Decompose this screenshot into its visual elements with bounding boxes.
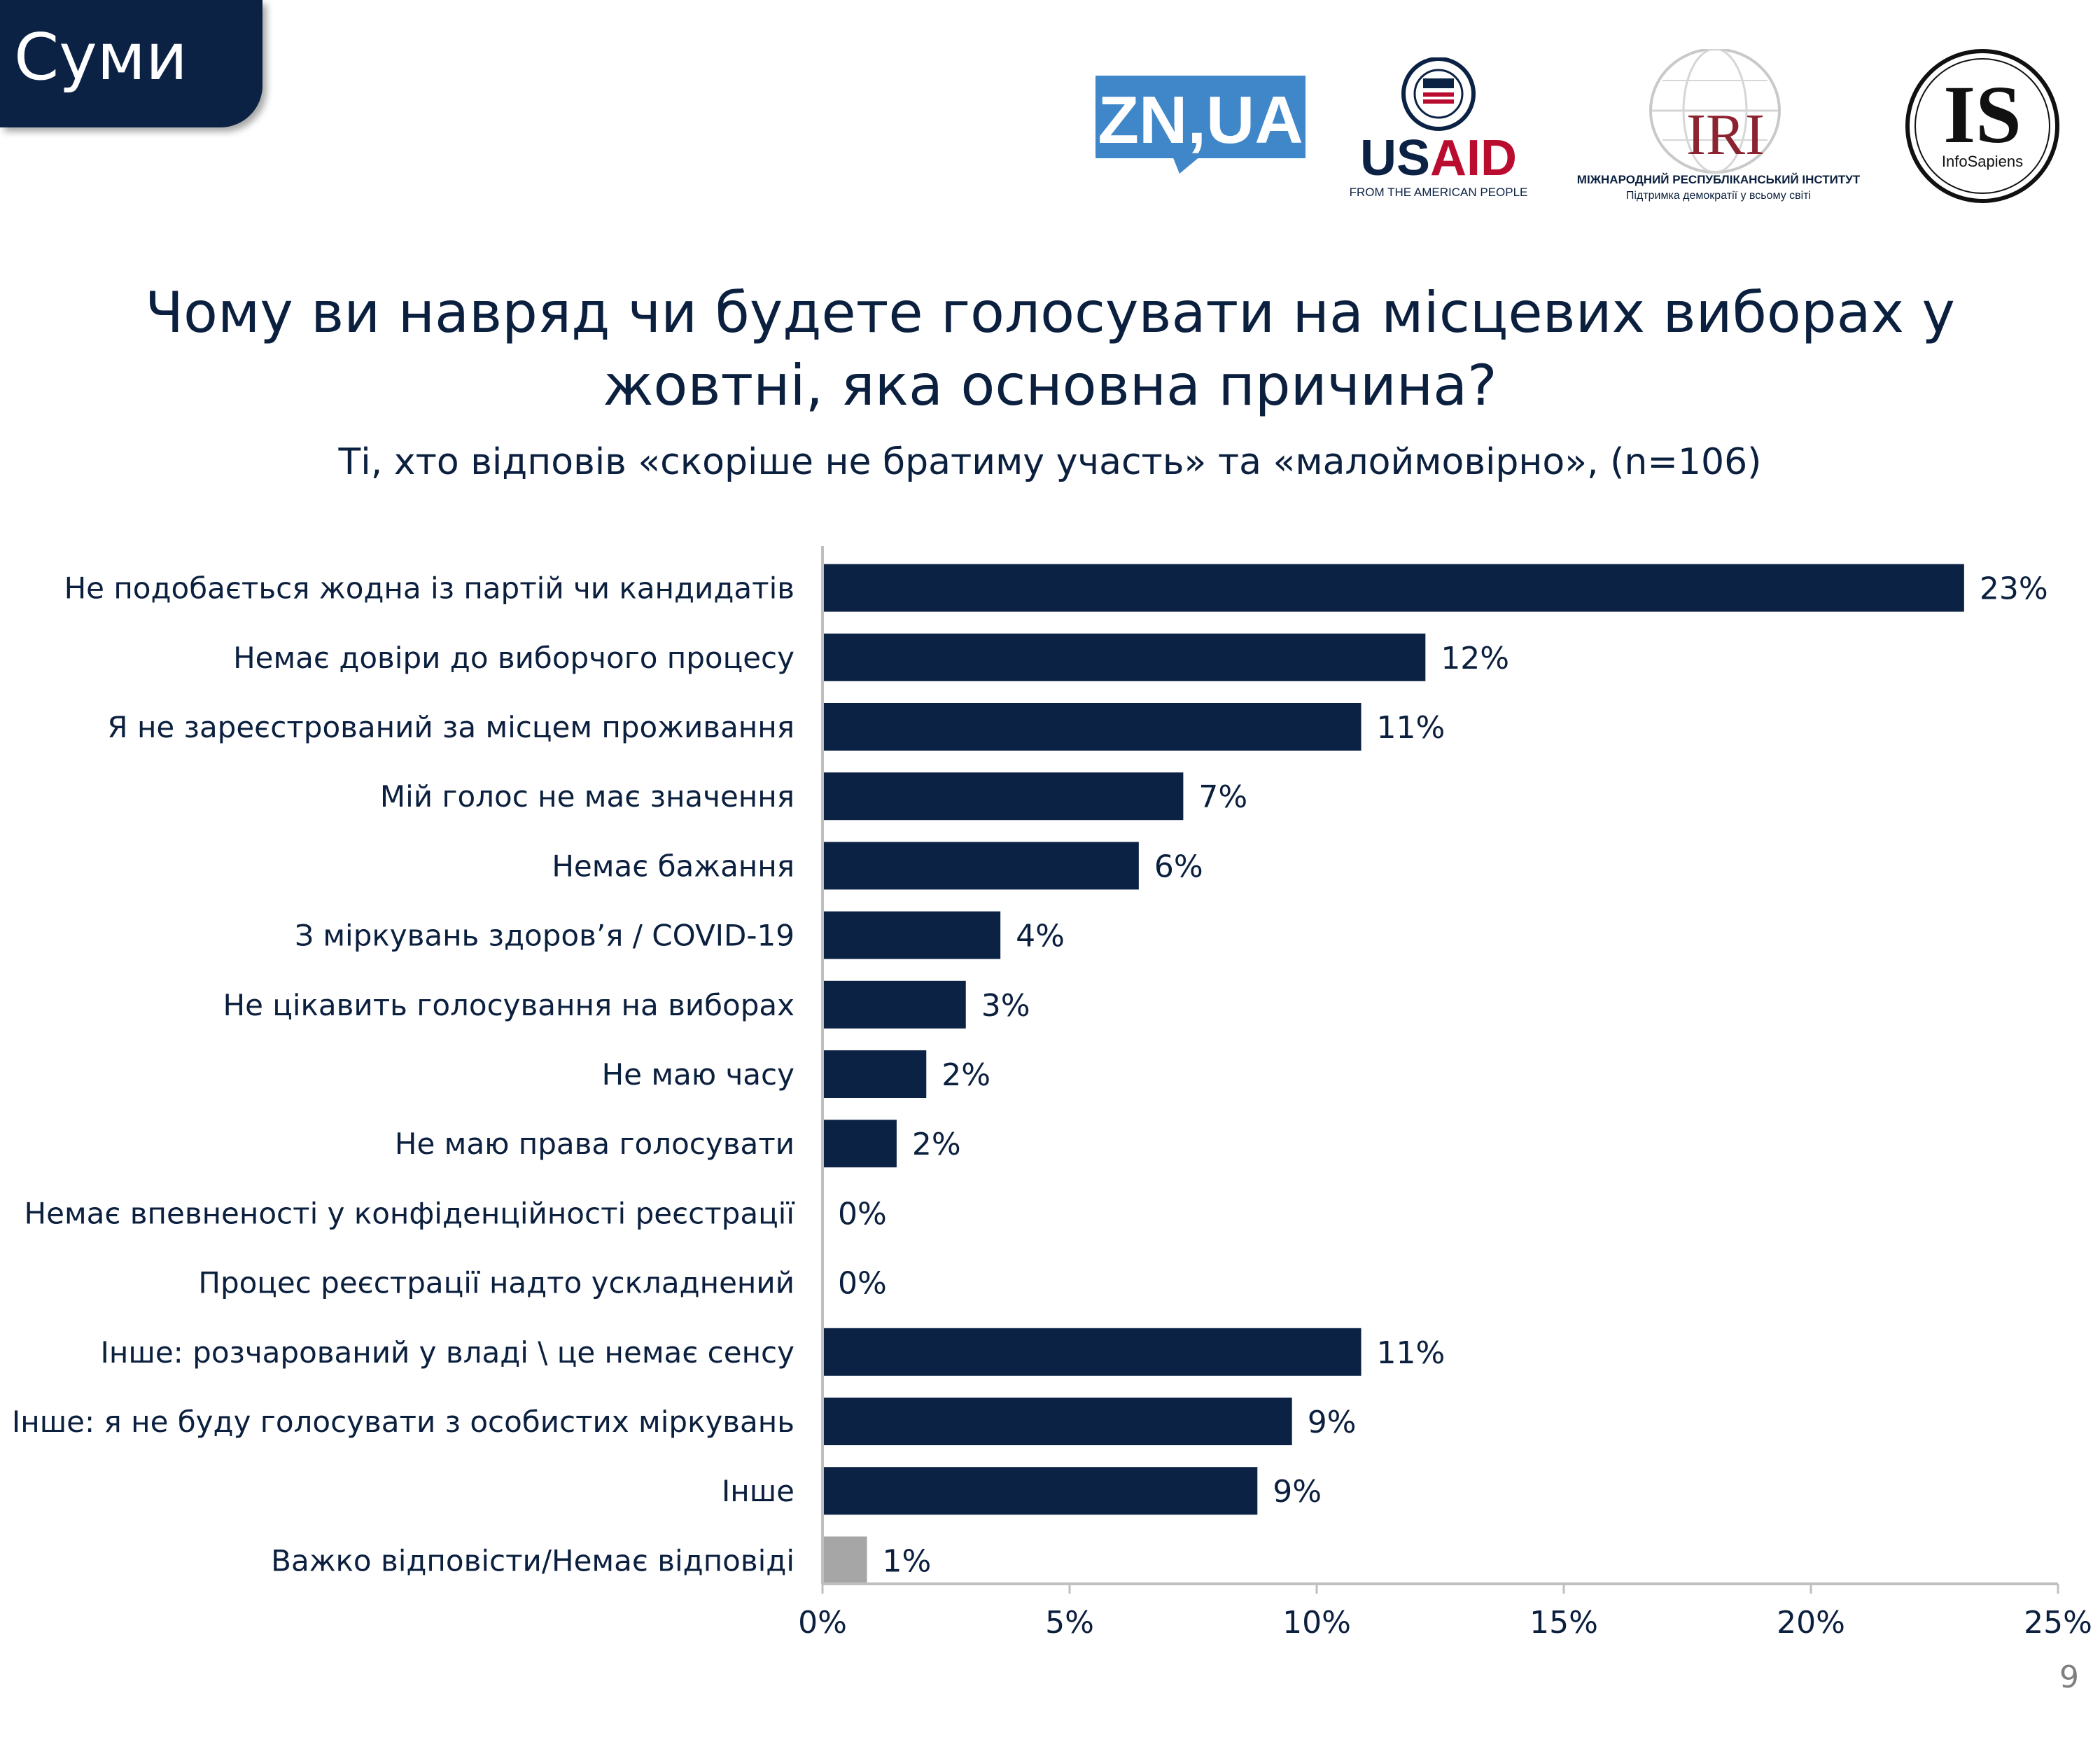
usaid-logo: USAID FROM THE AMERICAN PEOPLE (1350, 57, 1528, 199)
x-tick-label: 5% (1045, 1605, 1094, 1641)
data-label: 0% (838, 1196, 887, 1232)
bar (822, 564, 1964, 612)
data-label: 23% (1980, 571, 2048, 607)
data-label: 6% (1154, 849, 1203, 884)
data-label: 4% (1016, 919, 1065, 954)
svg-text:InfoSapiens: InfoSapiens (1942, 153, 2023, 170)
title-line-2: жовтні, яка основна причина? (603, 353, 1497, 418)
page-number: 9 (2059, 1659, 2079, 1695)
data-label: 11% (1377, 1335, 1446, 1371)
bar (822, 1328, 1362, 1376)
bar (822, 633, 1426, 681)
bar (822, 911, 1001, 959)
data-label: 9% (1273, 1474, 1322, 1510)
bar (822, 1467, 1258, 1515)
chart-subtitle: Ті, хто відповів «скоріше не братиму уча… (338, 441, 1762, 483)
category-label: Інше (722, 1474, 794, 1508)
data-label: 0% (838, 1266, 887, 1302)
zn-ua-logo: ZN,UA (1096, 76, 1306, 174)
category-label: З міркувань здоров’я / COVID-19 (295, 919, 794, 953)
category-label: Процес реєстрації надто ускладнений (198, 1266, 794, 1300)
data-label: 7% (1198, 779, 1247, 815)
data-label: 12% (1441, 641, 1509, 676)
bar (822, 1050, 927, 1098)
x-tick-label: 25% (2024, 1605, 2092, 1641)
x-tick-label: 20% (1777, 1605, 1845, 1641)
svg-text:FROM THE AMERICAN PEOPLE: FROM THE AMERICAN PEOPLE (1350, 186, 1528, 199)
data-label: 1% (883, 1543, 932, 1579)
category-label: Не маю права голосувати (395, 1127, 794, 1161)
bar (822, 980, 966, 1029)
category-label: Немає довіри до виборчого процесу (233, 641, 794, 675)
category-label: Інше: я не буду голосувати з особистих м… (12, 1405, 794, 1439)
bar (822, 772, 1184, 821)
bar (822, 1120, 897, 1168)
region-label: Суми (14, 20, 188, 95)
category-label: Я не зареєстрований за місцем проживання (107, 710, 794, 744)
x-tick-label: 10% (1282, 1605, 1351, 1641)
x-tick-label: 15% (1530, 1605, 1598, 1641)
category-label: Не подобається жодна із партій чи кандид… (64, 571, 794, 606)
svg-text:МІЖНАРОДНИЙ РЕСПУБЛІКАНСЬКИЙ І: МІЖНАРОДНИЙ РЕСПУБЛІКАНСЬКИЙ ІНСТИТУТ (1577, 173, 1861, 186)
category-label: Немає бажання (552, 849, 794, 883)
category-label: Інше: розчарований у владі \ це немає се… (101, 1335, 794, 1370)
x-tick-label: 0% (798, 1605, 847, 1641)
svg-text:IS: IS (1943, 69, 2022, 160)
svg-text:IRI: IRI (1686, 102, 1765, 167)
category-label: Не цікавить голосування на виборах (223, 988, 794, 1022)
category-label: Мій голос не має значення (380, 779, 794, 814)
chart-title: Чому ви навряд чи будете голосувати на м… (0, 277, 2100, 422)
infosapiens-logo: IS InfoSapiens (1905, 49, 2059, 203)
data-label: 3% (981, 988, 1030, 1024)
title-line-1: Чому ви навряд чи будете голосувати на м… (145, 280, 1955, 345)
iri-logo: IRI МІЖНАРОДНИЙ РЕСПУБЛІКАНСЬКИЙ ІНСТИТУ… (1577, 49, 1861, 202)
data-label: 2% (941, 1057, 990, 1093)
category-label: Немає впевненості у конфіденційності реє… (24, 1196, 795, 1230)
svg-text:Підтримка демократії у всьому: Підтримка демократії у всьому світі (1626, 190, 1811, 202)
data-label: 9% (1308, 1405, 1357, 1440)
bar (822, 703, 1362, 751)
category-label: Не маю часу (602, 1057, 794, 1092)
region-tab: Суми (0, 0, 262, 127)
bar (822, 1536, 867, 1585)
data-label: 11% (1377, 710, 1446, 746)
data-label: 2% (912, 1127, 961, 1162)
svg-text:ZN,UA: ZN,UA (1098, 83, 1303, 158)
bar (822, 1398, 1292, 1445)
category-label: Важко відповісти/Немає відповіді (271, 1543, 794, 1578)
svg-text:USAID: USAID (1360, 130, 1517, 186)
bar (822, 842, 1139, 890)
